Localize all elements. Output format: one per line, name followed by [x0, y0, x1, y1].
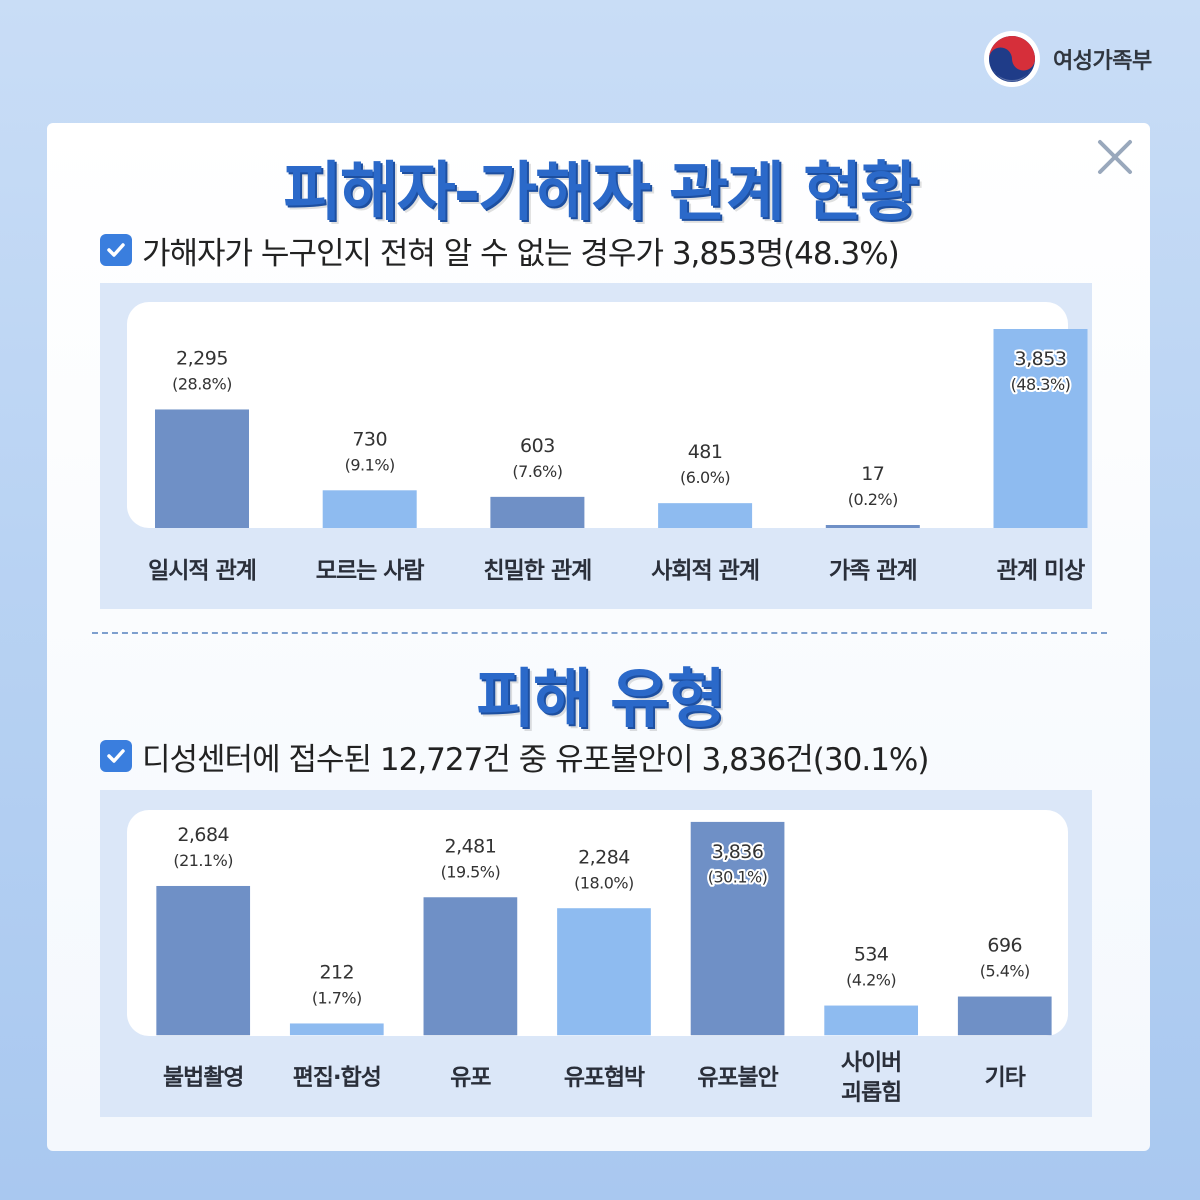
bar-value-label: 17: [861, 463, 884, 485]
category-label: 일시적 관계: [148, 558, 256, 584]
bar-percent-label: (1.7%): [312, 989, 362, 1008]
section1-subtitle-text: 가해자가 누구인지 전혀 알 수 없는 경우가 3,853명(48.3%): [142, 235, 900, 272]
category-label: 모르는 사람: [316, 558, 425, 584]
bar-value-label: 2,284: [578, 846, 630, 868]
bar-value-label: 2,481: [445, 835, 497, 857]
relationship-bar-chart: 2,295 (28.8%) 일시적 관계 730 (9.1%) 모르는 사람 603 (7.6…: [148, 329, 1088, 584]
ministry-logo: 여성가족부: [983, 30, 1152, 88]
bar: [957, 996, 1052, 1036]
category-label: 친밀한 관계: [483, 558, 591, 584]
bar: [155, 409, 249, 528]
bar-percent-label: (18.0%): [574, 873, 634, 892]
bar-percent-label: (5.4%): [980, 962, 1030, 981]
section1-title: 피해자-가해자 관계 현황: [283, 156, 919, 230]
bar: [824, 1005, 919, 1036]
bar: [423, 897, 518, 1036]
org-name: 여성가족부: [1053, 49, 1152, 74]
bar-value-label: 730: [352, 428, 387, 450]
damage-type-bar-chart: 2,684 (21.1%) 불법촬영 212 (1.7%) 편집·합성 2,481 (19.5…: [156, 821, 1052, 1106]
bar-value-label: 212: [319, 962, 354, 984]
bar-percent-label: (19.5%): [441, 862, 501, 881]
bar-value-label: 3,853: [1015, 348, 1067, 370]
bar-percent-label: (6.0%): [680, 468, 730, 487]
bar: [993, 329, 1088, 528]
bar-value-label: 2,684: [177, 824, 229, 846]
checkbox-icon: [100, 740, 132, 772]
bar: [825, 525, 920, 528]
close-icon[interactable]: [1095, 137, 1135, 177]
category-label: 사회적 관계: [651, 558, 759, 584]
bar-percent-label: (48.3%): [1011, 375, 1071, 394]
bar-percent-label: (28.8%): [172, 374, 232, 393]
taegeuk-emblem-icon: [984, 31, 1040, 87]
category-label: 유포불안: [697, 1065, 778, 1091]
category-label: 관계 미상: [997, 558, 1085, 584]
section1-subtitle: 가해자가 누구인지 전혀 알 수 없는 경우가 3,853명(48.3%): [100, 230, 900, 272]
bar-value-label: 3,836: [712, 841, 764, 863]
bar-value-label: 534: [854, 944, 889, 966]
bar-percent-label: (21.1%): [173, 851, 233, 870]
category-label: 가족 관계: [829, 558, 917, 584]
bar: [490, 496, 585, 528]
bar-percent-label: (0.2%): [848, 490, 898, 509]
category-label: 괴롭힘: [841, 1080, 901, 1106]
bar: [557, 908, 651, 1036]
section-divider: [92, 632, 1107, 634]
bar-percent-label: (30.1%): [708, 868, 768, 887]
category-label: 사이버: [841, 1050, 901, 1076]
category-label: 편집·합성: [293, 1065, 381, 1091]
category-label: 유포협박: [564, 1065, 645, 1091]
bar: [156, 885, 251, 1036]
chart-plot-area: [127, 302, 1068, 528]
bar: [658, 503, 753, 528]
section2-title: 피해 유형: [476, 663, 726, 737]
bar: [322, 490, 417, 528]
checkbox-icon: [100, 234, 132, 266]
damage-type-chart-panel: 2,684 (21.1%) 불법촬영 212 (1.7%) 편집·합성 2,481 (19.5…: [100, 790, 1092, 1117]
category-label: 유포: [450, 1065, 491, 1091]
bar-percent-label: (4.2%): [846, 971, 896, 990]
bar-value-label: 2,295: [176, 347, 228, 369]
bar-value-label: 481: [688, 441, 723, 463]
relationship-chart-panel: 2,295 (28.8%) 일시적 관계 730 (9.1%) 모르는 사람 603 (7.6…: [100, 283, 1092, 609]
category-label: 기타: [985, 1065, 1026, 1091]
bar: [289, 1023, 384, 1036]
bar-value-label: 696: [987, 935, 1022, 957]
category-label: 불법촬영: [163, 1065, 243, 1091]
section2-subtitle-text: 디성센터에 접수된 12,727건 중 유포불안이 3,836건(30.1%): [142, 741, 929, 778]
bar-percent-label: (9.1%): [345, 455, 395, 474]
section2-subtitle: 디성센터에 접수된 12,727건 중 유포불안이 3,836건(30.1%): [100, 736, 929, 778]
bar-percent-label: (7.6%): [512, 462, 562, 481]
bar-value-label: 603: [520, 435, 555, 457]
bar: [690, 821, 785, 1036]
